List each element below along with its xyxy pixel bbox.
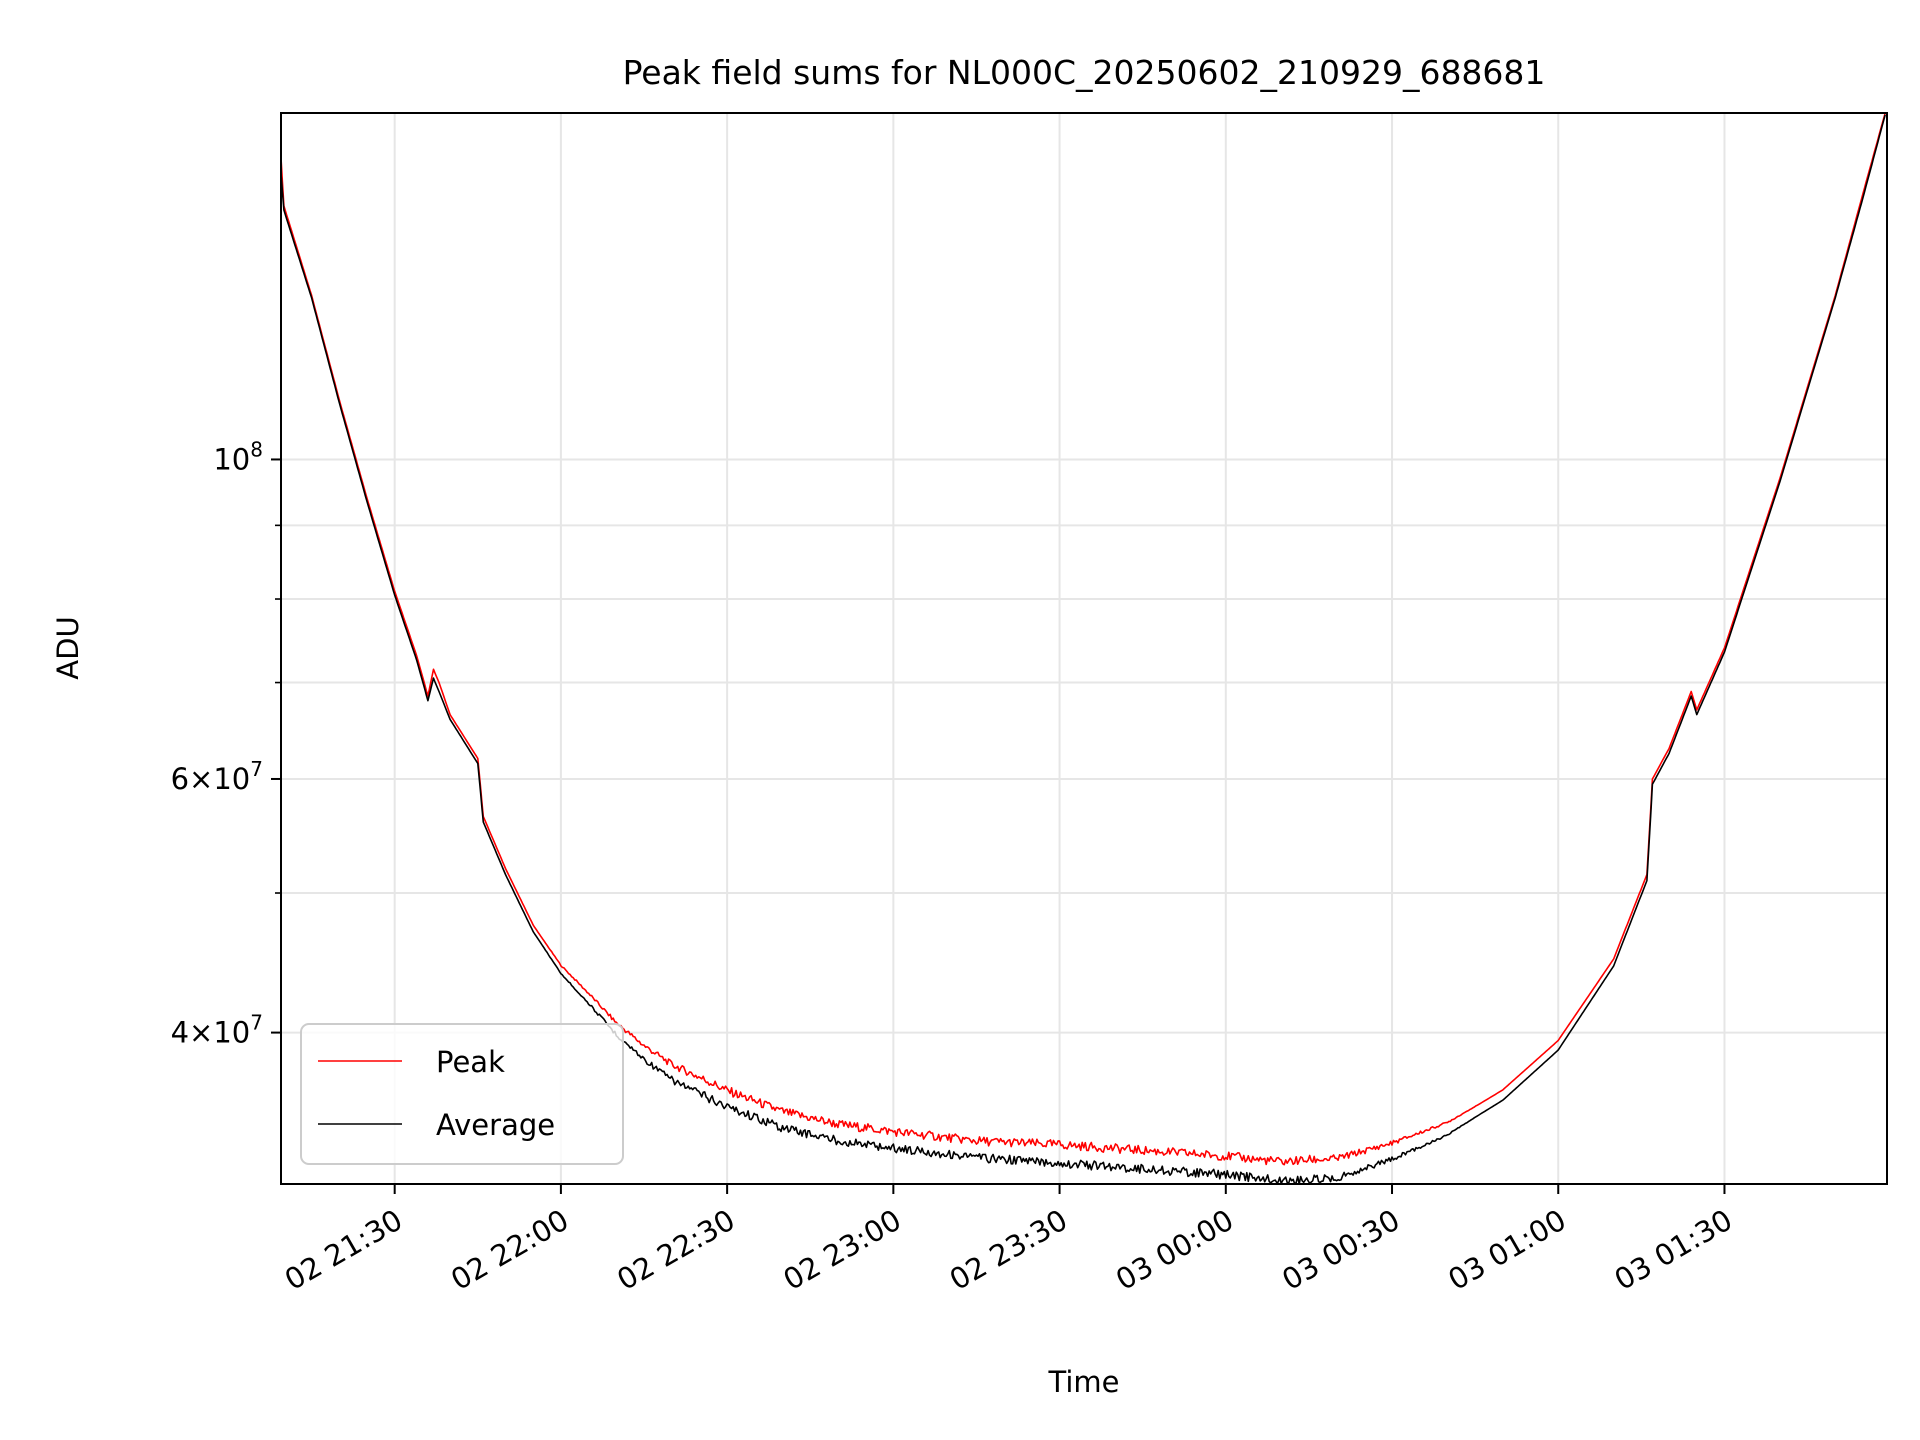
legend: Peak Average [300, 1023, 624, 1165]
y-tick-base: 10 [213, 1016, 250, 1050]
grid [281, 113, 1887, 1184]
y-tick-exponent: 7 [250, 757, 263, 781]
y-tick-label: 6×107 [171, 757, 263, 796]
y-tick-times: × [189, 1016, 213, 1050]
y-tick-label: 4×107 [171, 1011, 263, 1050]
plot-frame [280, 112, 1888, 1185]
y-tick-base: 10 [213, 442, 250, 476]
y-tick-mantissa: 6 [171, 762, 189, 796]
y-tick-times: × [189, 762, 213, 796]
series-line-average [280, 114, 1886, 1185]
series-layer [280, 112, 1886, 1185]
y-tick-label: 108 [213, 437, 263, 476]
legend-label-average: Average [436, 1108, 555, 1142]
y-tick-base: 10 [213, 762, 250, 796]
y-tick-mantissa: 4 [171, 1016, 189, 1050]
chart-title: Peak field sums for NL000C_20250602_2109… [623, 53, 1546, 92]
y-tick-exponent: 7 [250, 1011, 263, 1035]
legend-label-peak: Peak [436, 1045, 505, 1079]
y-axis-label: ADU [51, 616, 85, 679]
series-line-peak [280, 112, 1886, 1166]
legend-box [300, 1023, 624, 1165]
x-axis-label: Time [1048, 1365, 1120, 1399]
y-tick-exponent: 8 [250, 437, 263, 461]
